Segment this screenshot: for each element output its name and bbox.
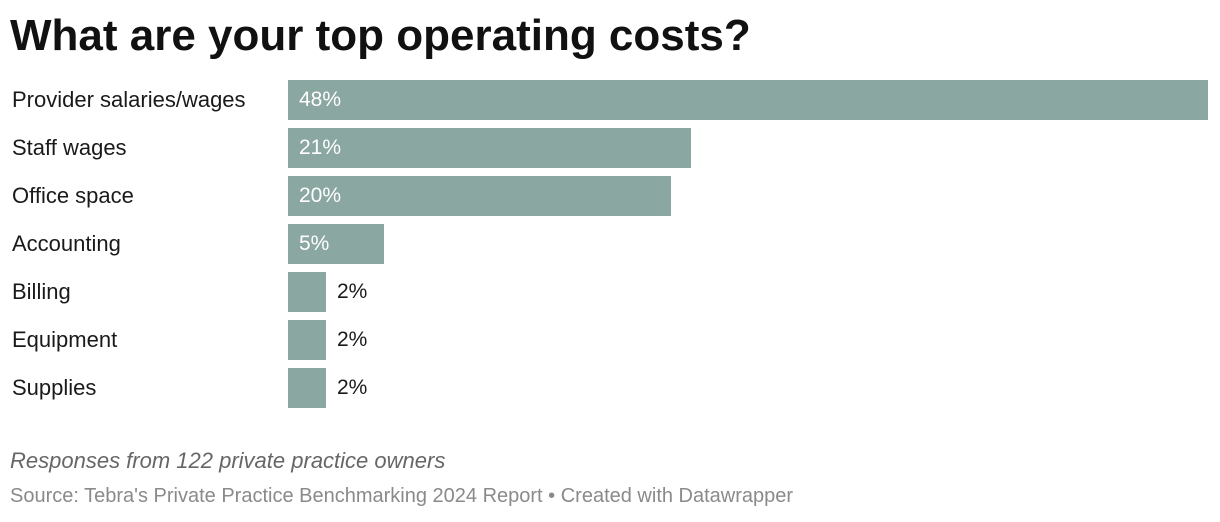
bar-row: Equipment 2% <box>0 320 1220 360</box>
value-label: 20% <box>299 184 342 207</box>
bar <box>288 176 671 216</box>
bar <box>288 320 326 360</box>
category-label: Office space <box>12 183 134 208</box>
chart-source: Source: Tebra's Private Practice Benchma… <box>10 485 794 507</box>
category-label: Equipment <box>12 327 118 352</box>
category-label: Provider salaries/wages <box>12 87 246 112</box>
value-label: 21% <box>299 136 342 159</box>
value-label: 2% <box>337 376 368 399</box>
bar <box>288 368 326 408</box>
value-label: 2% <box>337 280 368 303</box>
chart-note: Responses from 122 private practice owne… <box>10 448 446 473</box>
bar <box>288 80 1208 120</box>
category-label: Accounting <box>12 231 121 256</box>
chart-title: What are your top operating costs? <box>10 11 751 60</box>
category-label: Staff wages <box>12 135 127 160</box>
bar <box>288 272 326 312</box>
bar-row: Provider salaries/wages 48% <box>0 80 1220 120</box>
value-label: 2% <box>337 328 368 351</box>
bar-row: Office space 20% <box>0 176 1220 216</box>
bar-chart: Provider salaries/wages 48% Staff wages 21%… <box>0 80 1220 416</box>
value-label: 48% <box>299 88 342 111</box>
bar-row: Billing 2% <box>0 272 1220 312</box>
bar <box>288 128 691 168</box>
bar-row: Staff wages 21% <box>0 128 1220 168</box>
category-label: Billing <box>12 279 71 304</box>
bar-row: Accounting 5% <box>0 224 1220 264</box>
value-label: 5% <box>299 232 330 255</box>
bar <box>288 224 384 264</box>
bar-row: Supplies 2% <box>0 368 1220 408</box>
category-label: Supplies <box>12 375 97 400</box>
